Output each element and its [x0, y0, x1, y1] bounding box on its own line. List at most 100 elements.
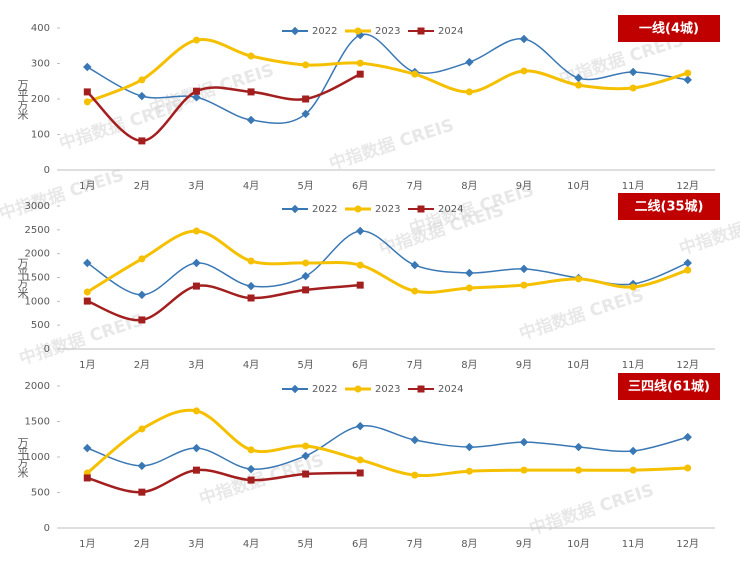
x-tick-label: 2月 — [134, 180, 150, 192]
legend-marker — [354, 205, 362, 213]
point — [192, 407, 200, 415]
point — [247, 52, 255, 60]
point — [192, 466, 200, 474]
point — [302, 259, 310, 267]
y-tick-label: 1500 — [25, 273, 50, 284]
point — [520, 281, 528, 289]
x-tick-label: 1月 — [79, 180, 95, 192]
legend-marker — [354, 385, 362, 393]
legend-label: 2024 — [438, 204, 463, 215]
point — [520, 466, 528, 474]
legend-marker — [417, 385, 425, 393]
point — [247, 88, 255, 96]
legend-label: 2022 — [312, 26, 337, 37]
x-tick-label: 11月 — [622, 180, 645, 192]
point — [575, 466, 583, 474]
point — [574, 442, 583, 452]
point — [465, 442, 474, 452]
point — [83, 88, 91, 96]
y-axis-label: 万平方米 — [16, 79, 29, 121]
x-tick-label: 4月 — [243, 180, 259, 192]
point — [83, 258, 92, 268]
y-tick-label: 100 — [31, 130, 50, 141]
x-tick-label: 6月 — [352, 538, 368, 550]
point — [192, 258, 201, 268]
point — [83, 98, 91, 106]
point — [684, 69, 692, 77]
y-axis-label: 万平方米 — [16, 258, 29, 300]
y-tick-label: 300 — [31, 59, 50, 70]
point — [138, 137, 146, 145]
point — [356, 70, 364, 78]
y-tick-label: 200 — [31, 94, 50, 105]
legend-marker — [417, 205, 425, 213]
watermark: 中指数据 CREIS — [517, 284, 647, 344]
legend-label: 2024 — [438, 26, 463, 37]
point — [302, 95, 310, 103]
x-tick-label: 5月 — [297, 538, 313, 550]
x-tick-label: 7月 — [407, 359, 423, 371]
point — [137, 91, 147, 101]
point — [137, 461, 147, 471]
watermark: 中指数据 CREIS — [527, 479, 657, 539]
point — [247, 476, 255, 484]
point — [410, 435, 420, 445]
x-tick-label: 7月 — [407, 538, 423, 550]
point — [575, 81, 583, 89]
point — [575, 275, 583, 283]
y-tick-label: 1000 — [25, 296, 50, 307]
chart-title: 三四线(61城) — [628, 379, 710, 395]
point — [465, 88, 473, 96]
x-tick-label: 5月 — [297, 180, 313, 192]
x-tick-label: 10月 — [567, 538, 590, 550]
point — [356, 281, 364, 289]
point — [138, 76, 146, 84]
x-tick-label: 3月 — [188, 180, 204, 192]
y-tick-label: 3000 — [25, 201, 50, 212]
x-tick-label: 5月 — [297, 359, 313, 371]
point — [519, 437, 529, 447]
point — [411, 471, 419, 479]
point — [465, 284, 473, 292]
point — [138, 425, 146, 433]
legend-marker — [417, 27, 425, 35]
x-tick-label: 12月 — [676, 359, 699, 371]
watermark: 中指数据 CREIS — [327, 114, 457, 174]
y-tick-label: 0 — [44, 165, 50, 176]
x-tick-label: 3月 — [188, 538, 204, 550]
point — [302, 61, 310, 69]
point — [683, 432, 692, 442]
point — [247, 446, 255, 454]
point — [192, 227, 200, 235]
x-tick-label: 8月 — [461, 180, 477, 192]
series-line — [86, 468, 361, 494]
x-tick-label: 12月 — [676, 538, 699, 550]
point — [302, 442, 310, 450]
point — [683, 258, 692, 268]
point — [628, 67, 638, 77]
x-tick-label: 11月 — [622, 538, 645, 550]
watermark: 中指数据 CREIS — [147, 59, 277, 119]
point — [355, 421, 365, 431]
point — [683, 75, 692, 85]
point — [629, 283, 637, 291]
y-tick-label: 500 — [31, 320, 50, 331]
x-tick-label: 9月 — [516, 359, 532, 371]
point — [192, 87, 200, 95]
point — [465, 268, 474, 278]
point — [355, 226, 365, 236]
title-box — [618, 193, 720, 220]
legend-marker — [290, 384, 300, 394]
x-tick-label: 10月 — [567, 359, 590, 371]
point — [192, 92, 201, 102]
y-axis-label: 万平方米 — [16, 437, 29, 479]
x-tick-label: 8月 — [461, 538, 477, 550]
x-tick-label: 1月 — [79, 538, 95, 550]
x-tick-label: 10月 — [567, 180, 590, 192]
legend-label: 2022 — [312, 384, 337, 395]
point — [356, 469, 364, 477]
series-line — [87, 425, 688, 470]
legend-label: 2022 — [312, 204, 337, 215]
legend-marker — [290, 26, 300, 36]
x-tick-label: 11月 — [622, 359, 645, 371]
